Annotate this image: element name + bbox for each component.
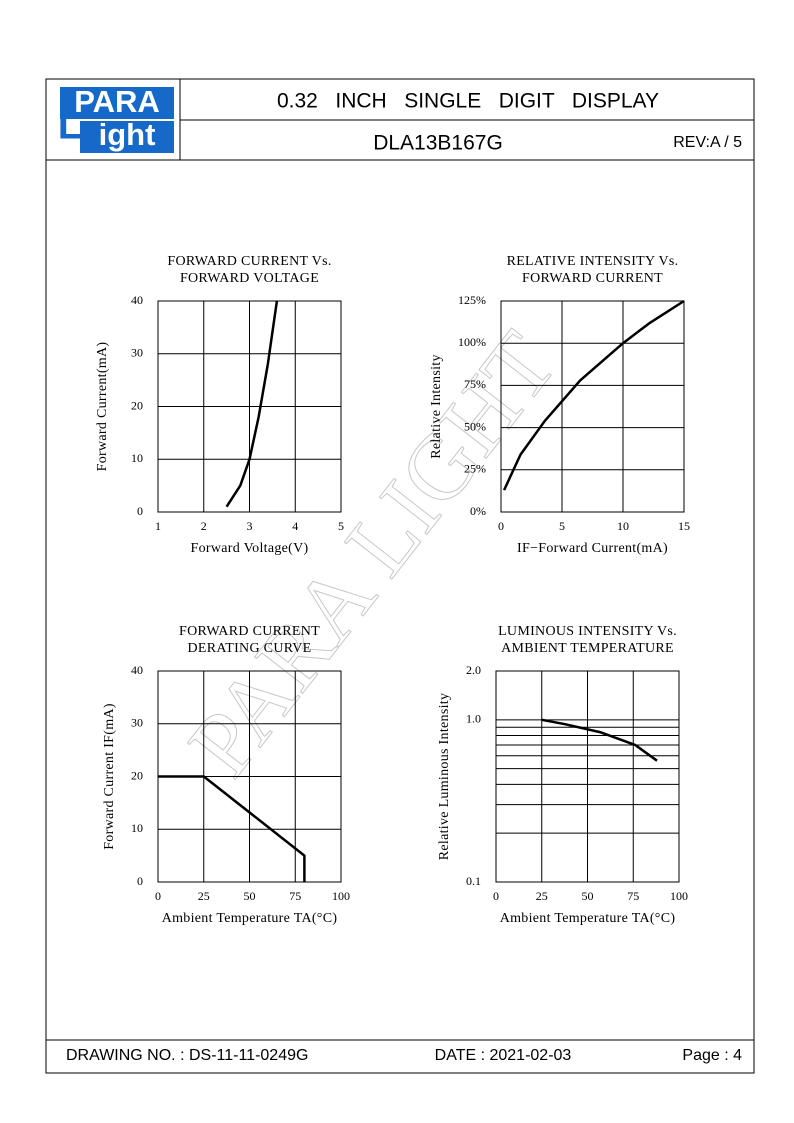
x-axis-label: Ambient Temperature TA(°C) [500,911,676,926]
chart-title: FORWARD CURRENT [179,624,320,639]
x-axis-label: Ambient Temperature TA(°C) [162,911,338,926]
y-tick-label: 25% [464,462,486,476]
y-tick-label: 75% [464,377,486,391]
y-axis-label: Forward Current(mA) [95,342,110,472]
x-tick-label: 2 [201,519,207,533]
y-tick-label: 10 [131,451,143,465]
y-tick-label: 30 [131,346,143,360]
revision: REV:A / 5 [673,134,742,151]
y-tick-label: 20 [131,398,143,412]
chart-title: LUMINOUS INTENSITY Vs. [498,624,677,639]
chart-title: DERATING CURVE [187,641,311,656]
data-line [541,718,658,762]
data-line [158,775,306,882]
x-tick-label: 50 [582,889,594,903]
logo-text: ight [99,117,156,152]
y-tick-label: 50% [464,419,486,433]
y-axis-label: Relative Luminous Intensity [437,693,452,861]
y-tick-label: 10 [131,821,143,835]
data-line [225,300,279,508]
y-tick-label: 1.0 [466,712,481,726]
y-tick-label: 0 [137,874,143,888]
logo-text: PARA [74,84,160,119]
x-tick-label: 75 [627,889,639,903]
x-tick-label: 0 [155,889,161,903]
x-tick-label: 100 [670,889,688,903]
part-number: DLA13B167G [373,132,503,155]
y-tick-label: 40 [131,293,143,307]
x-tick-label: 4 [292,519,298,533]
x-tick-label: 50 [244,889,256,903]
chart-title: RELATIVE INTENSITY Vs. [507,254,679,269]
x-tick-label: 0 [493,889,499,903]
plot-frame [495,670,680,883]
y-tick-label: 20 [131,768,143,782]
chart-title: AMBIENT TEMPERATURE [501,641,674,656]
plot-frame [157,300,342,513]
page-border [45,78,755,1074]
y-tick-label: 40 [131,663,143,677]
chart-title: FORWARD VOLTAGE [180,271,319,286]
x-tick-label: 0 [498,519,504,533]
plot-frame [500,300,685,513]
x-tick-label: 25 [198,889,210,903]
y-tick-label: 0 [137,504,143,518]
x-tick-label: 5 [338,519,344,533]
x-tick-label: 75 [289,889,301,903]
x-axis-label: IF−Forward Current(mA) [517,541,668,556]
x-tick-label: 100 [332,889,350,903]
x-tick-label: 15 [678,519,690,533]
logo-box [60,87,174,119]
y-tick-label: 125% [458,293,486,307]
x-tick-label: 1 [155,519,161,533]
y-axis-label: Relative Intensity [429,354,444,459]
logo-box [80,121,174,153]
x-tick-label: 10 [617,519,629,533]
document-title: 0.32 INCH SINGLE DIGIT DISPLAY [277,90,659,113]
y-tick-label: 30 [131,716,143,730]
y-tick-label: 0% [470,504,486,518]
data-line [502,299,685,491]
date: DATE : 2021-02-03 [435,1047,572,1064]
chart-title: FORWARD CURRENT Vs. [167,254,331,269]
y-tick-label: 0.1 [466,874,481,888]
x-axis-label: Forward Voltage(V) [190,541,308,556]
y-tick-label: 100% [458,335,486,349]
drawing-number: DRAWING NO. : DS-11-11-0249G [66,1047,308,1064]
x-tick-label: 5 [559,519,565,533]
page-number: Page : 4 [682,1047,742,1064]
x-tick-label: 25 [536,889,548,903]
chart-title: FORWARD CURRENT [522,271,663,286]
y-axis-label: Forward Current IF(mA) [102,703,117,850]
y-tick-label: 2.0 [466,663,481,677]
x-tick-label: 3 [247,519,253,533]
logo-text: L [58,104,82,148]
